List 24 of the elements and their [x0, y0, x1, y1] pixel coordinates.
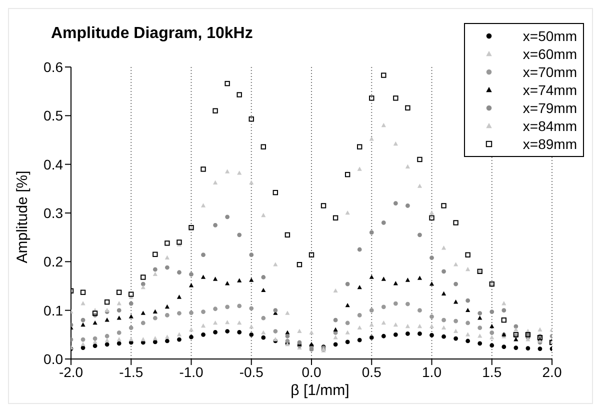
legend-label: x=89mm — [522, 136, 577, 152]
y-tick-label: 0.2 — [44, 254, 64, 270]
y-tick-label: 0.1 — [44, 302, 64, 318]
chart-title: Amplitude Diagram, 10kHz — [51, 25, 253, 43]
legend-label: x=79mm — [522, 100, 577, 116]
legend-label: x=70mm — [522, 64, 577, 80]
x-tick-label: 1.0 — [422, 364, 442, 380]
x-tick-label: -1.0 — [179, 364, 204, 380]
legend-label: x=84mm — [522, 118, 577, 134]
legend-label: x=50mm — [522, 28, 577, 44]
x-axis-title: β [1/mm] — [290, 382, 350, 399]
x-tick-label: -0.5 — [239, 364, 264, 380]
legend-label: x=60mm — [522, 46, 577, 62]
y-tick-label: 0.6 — [44, 58, 64, 75]
x-tick-label: 0.5 — [362, 364, 382, 380]
legend-label: x=74mm — [522, 82, 577, 98]
y-tick-label: 0.3 — [44, 204, 64, 221]
y-tick-label: 0.4 — [44, 156, 64, 172]
y-axis-title: Amplitude [%] — [14, 170, 31, 264]
x-tick-label: 0.0 — [302, 364, 322, 380]
x-tick-label: 1.5 — [482, 364, 502, 380]
x-tick-label: 2.0 — [542, 364, 562, 380]
x-tick-label: -1.5 — [119, 364, 144, 380]
y-tick-label: 0.5 — [44, 108, 64, 124]
